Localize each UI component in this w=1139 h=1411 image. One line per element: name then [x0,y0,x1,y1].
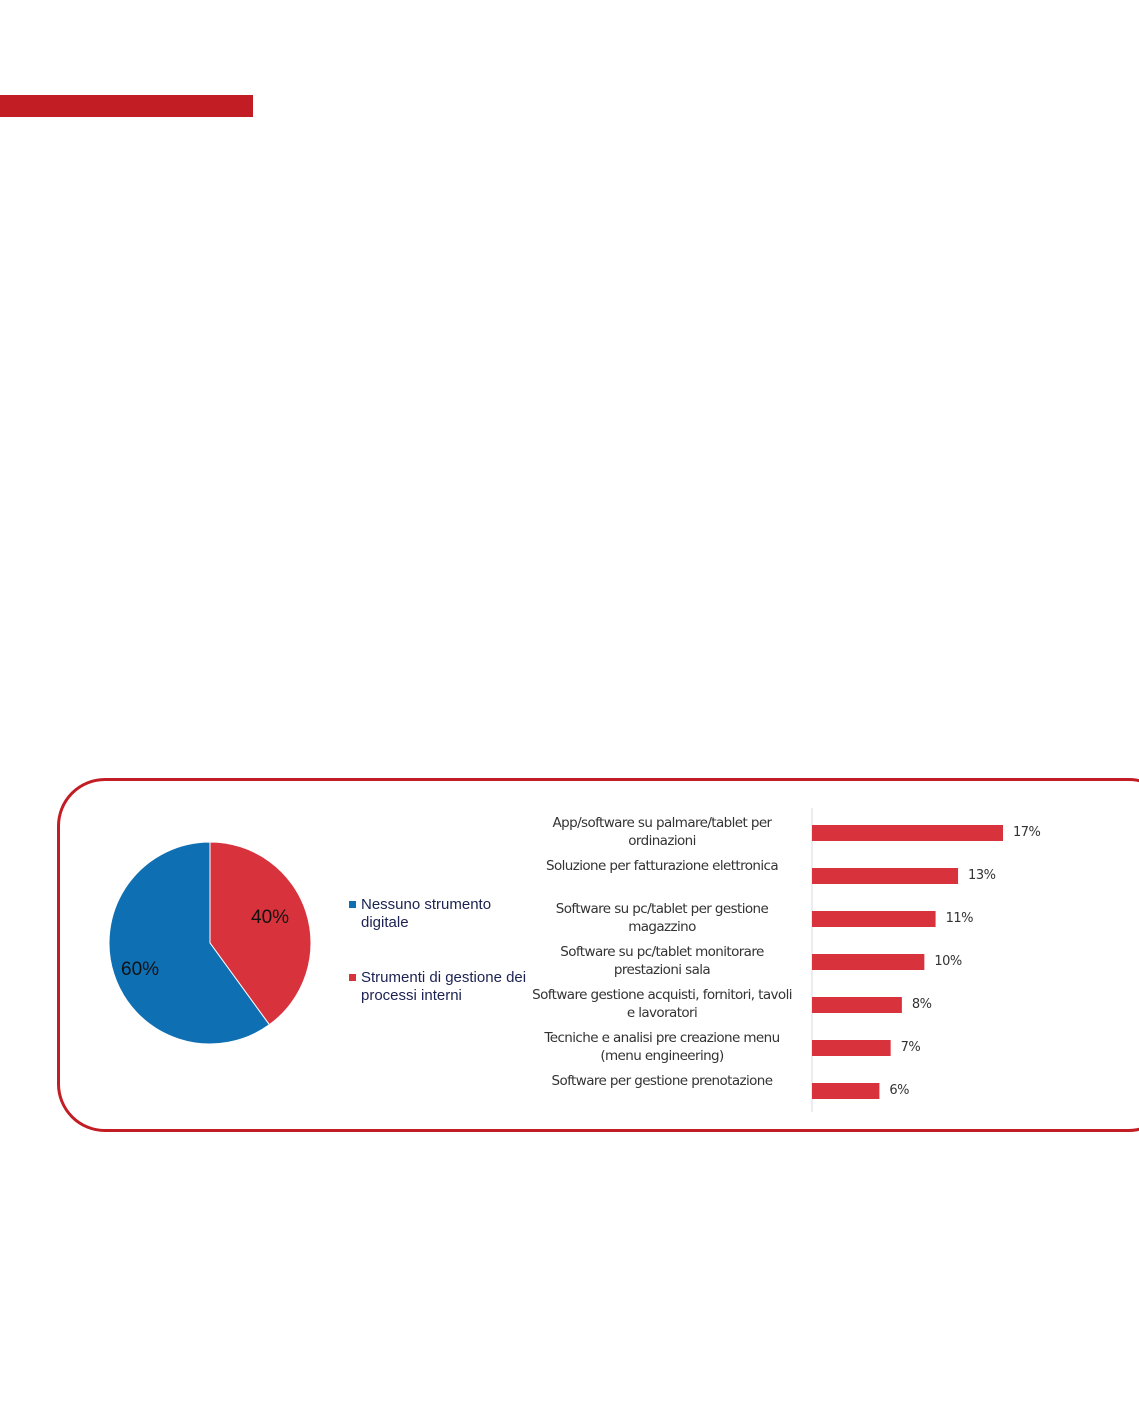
legend-swatch-blue [349,901,356,908]
bar [812,825,1003,841]
legend-label: Strumenti di gestione dei processi inter… [361,969,527,1004]
category-label: Software su pc/tablet per gestione magaz… [555,901,769,935]
value-label: 10% [934,954,962,969]
value-label: 6% [889,1083,910,1098]
value-label: 13% [968,868,996,883]
bar [812,1083,880,1099]
pie-label-blue: 60% [121,959,160,980]
pie-chart [108,841,312,1045]
category-label: Soluzione per fatturazione elettronica [545,858,779,874]
value-label: 17% [1013,825,1041,840]
value-label: 7% [900,1040,921,1055]
accent-bar [0,95,253,117]
legend-swatch-red [349,974,356,981]
category-label: Software gestione acquisti, fornitori, t… [532,987,792,1021]
category-label: Tecniche e analisi pre creazione menu (m… [544,1030,780,1064]
bar [812,868,959,884]
bar [812,911,936,927]
value-label: 11% [945,911,974,926]
chart-frame [57,778,1139,1132]
bar [812,997,902,1013]
pie-slice [209,841,312,1026]
bar [812,954,925,970]
category-label: Software su pc/tablet monitorare prestaz… [560,944,764,978]
category-label: App/software su palmare/tablet per ordin… [552,815,773,849]
value-label: 8% [911,997,932,1012]
legend-label: Nessuno strumento digitale [361,896,492,931]
pie-label-red: 40% [251,907,290,928]
bar [812,1040,891,1056]
category-label: Software per gestione prenotazione [551,1073,774,1089]
pie-slice [108,841,271,1045]
